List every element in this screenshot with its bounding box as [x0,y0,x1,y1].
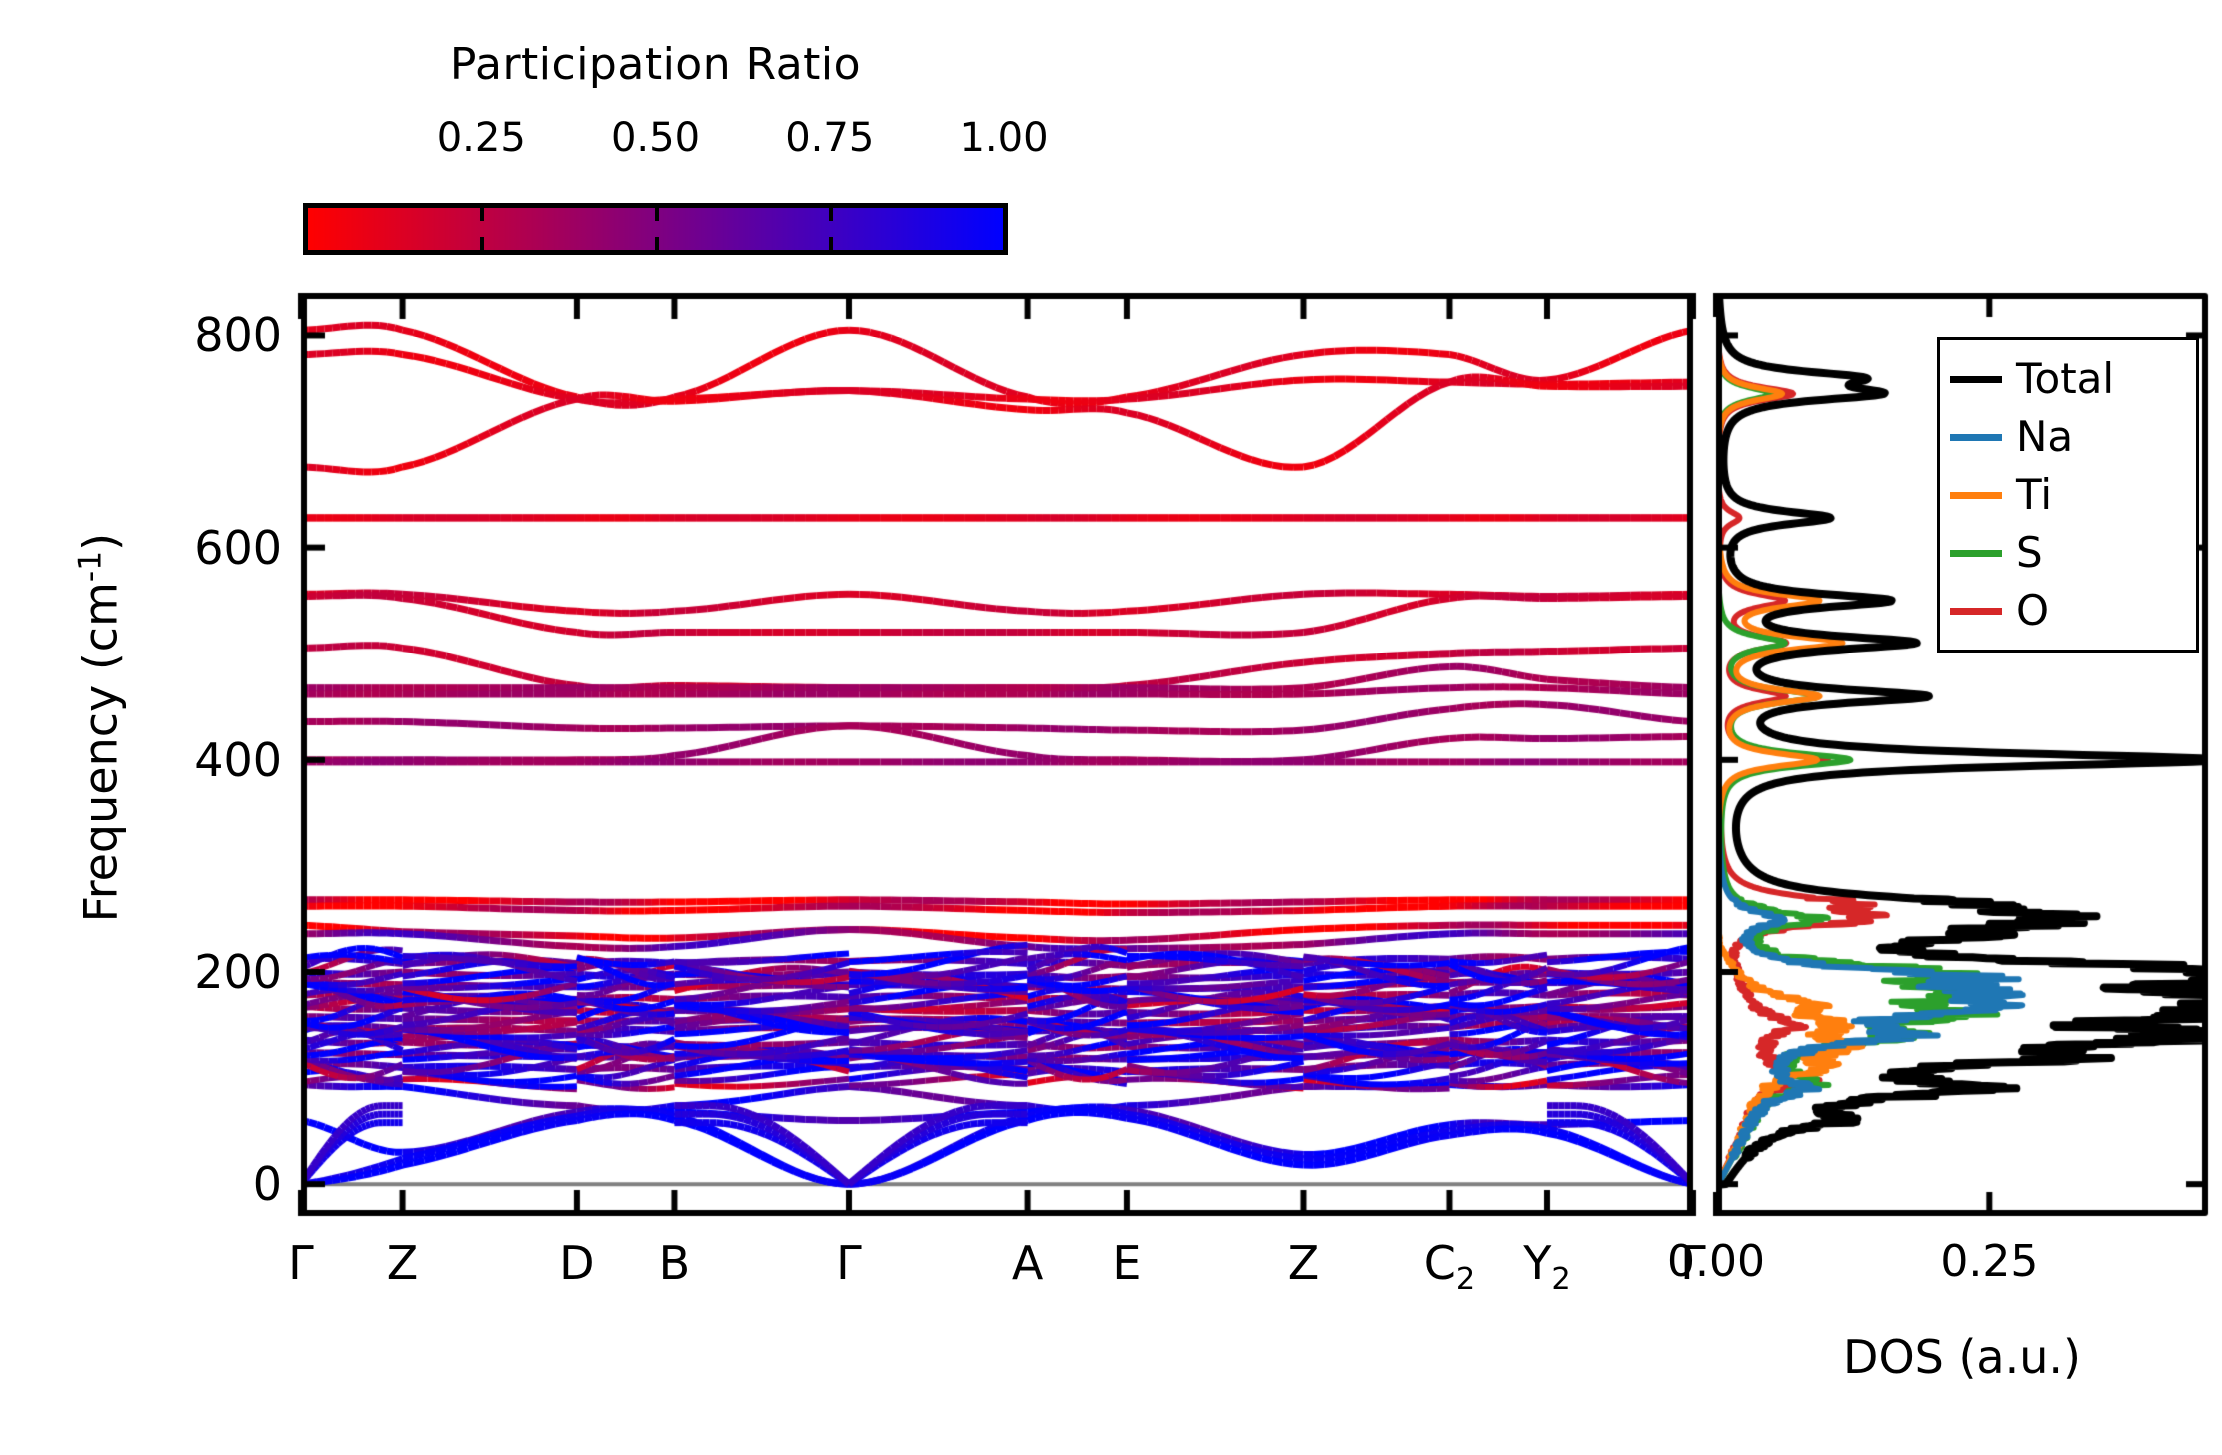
band-x-tick-letter: Γ [1680,1236,1706,1290]
legend-item-na[interactable]: Na [1950,408,2196,466]
band-x-axis-tick-labels: Γ Z D B Γ A E Z C2 Y2 Γ [0,1236,2222,1306]
band-x-tick-letter: E [1112,1236,1142,1290]
band-x-tick-letter: C [1423,1236,1456,1290]
band-x-tick-label: Z [1288,1236,1320,1290]
band-x-tick-letter: Z [386,1236,419,1290]
legend-swatch [1950,375,2002,383]
y-axis-tick-labels: 0 200 400 600 800 [0,0,282,1455]
legend-item-ti[interactable]: Ti [1950,466,2196,524]
band-x-tick-letter: Γ [836,1236,862,1290]
band-x-tick-label: A [1012,1236,1043,1290]
legend-label: Na [2016,412,2074,461]
dos-x-tick-label: 0.00 [1667,1236,1765,1287]
legend-item-total[interactable]: Total [1950,350,2196,408]
band-x-tick-letter: A [1011,1236,1044,1290]
band-x-tick-label: Γ [836,1236,862,1290]
legend-swatch [1950,607,2002,615]
band-x-tick-subscript: 2 [1455,1262,1476,1298]
band-x-tick-label: D [559,1236,594,1290]
legend-item-o[interactable]: O [1950,582,2196,640]
band-x-tick-label: C2 [1424,1236,1475,1297]
dos-legend[interactable]: Total Na Ti S O [1937,337,2199,653]
dos-x-axis-label: DOS (a.u.) [1843,1330,2081,1384]
band-x-tick-label: Z [387,1236,419,1290]
band-x-tick-letter: D [559,1236,595,1290]
legend-item-s[interactable]: S [1950,524,2196,582]
band-x-tick-letter: Γ [288,1236,314,1290]
legend-label: S [2016,528,2043,577]
y-axis-tick-label: 600 [194,520,282,575]
band-x-tick-subscript: 2 [1551,1262,1571,1298]
legend-label: Total [2016,354,2115,403]
legend-swatch [1950,433,2002,441]
band-x-tick-label: Γ [1680,1236,1706,1290]
dos-x-axis-tick-labels: 0.00 0.25 [0,1236,2222,1306]
legend-swatch [1950,549,2002,557]
band-x-tick-label: Y2 [1523,1236,1570,1297]
legend-swatch [1950,491,2002,499]
band-x-tick-letter: B [658,1236,691,1290]
y-axis-tick-label: 400 [194,732,282,787]
band-x-tick-label: Γ [288,1236,314,1290]
y-axis-tick-label: 800 [194,308,282,363]
band-x-tick-label: E [1112,1236,1141,1290]
legend-label: Ti [2016,470,2053,519]
y-axis-tick-label: 200 [194,944,282,999]
band-x-tick-letter: Y [1523,1236,1552,1290]
band-x-tick-label: B [659,1236,691,1290]
band-x-tick-letter: Z [1287,1236,1320,1290]
dos-x-tick-label: 0.25 [1940,1236,2039,1287]
y-axis-tick-label: 0 [252,1157,282,1212]
legend-label: O [2016,586,2050,635]
